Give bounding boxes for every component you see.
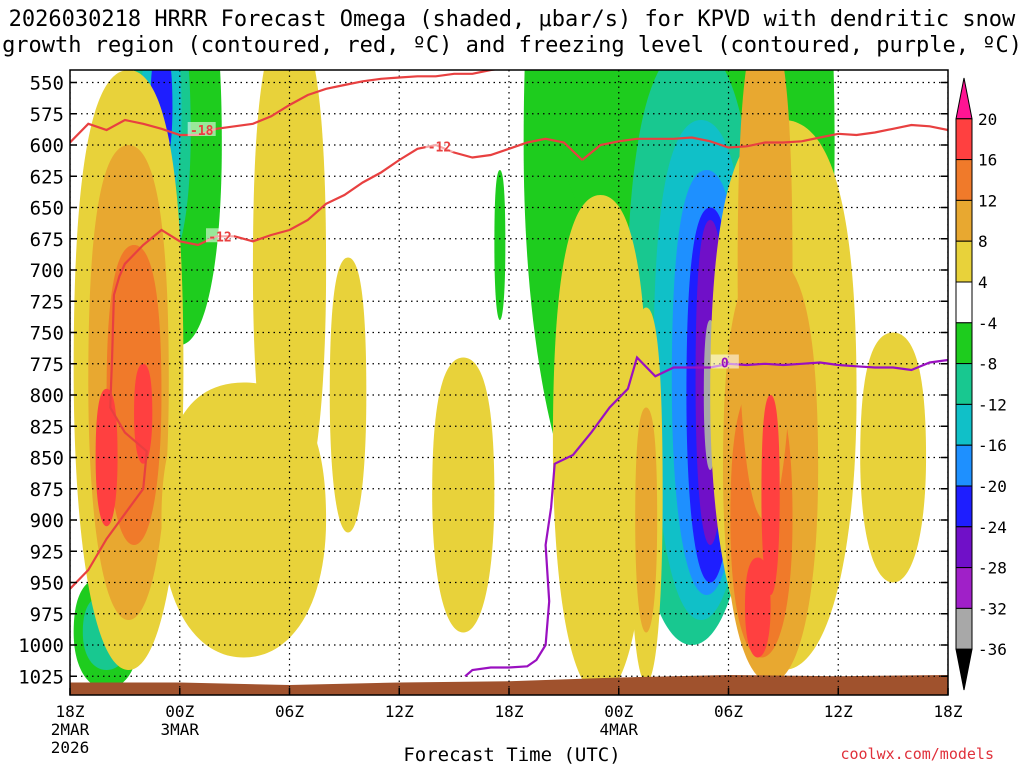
omega-shade-region <box>161 382 327 658</box>
colorbar-bin <box>955 526 973 569</box>
omega-shade-region <box>432 357 495 633</box>
contour-label-bg <box>187 122 216 136</box>
colorbar-label: -24 <box>978 518 1007 537</box>
colorbar-bin <box>955 159 973 201</box>
omega-shade-region <box>106 245 162 545</box>
contour-label: -12 <box>208 230 231 245</box>
y-tick-label: 675 <box>30 229 64 251</box>
y-tick-label: 575 <box>30 104 64 126</box>
y-tick-label: 975 <box>30 604 64 626</box>
omega-shade-region <box>329 257 367 533</box>
chart-title-line2: growth region (contoured, red, ºC) and f… <box>2 33 1022 58</box>
colorbar-label: -28 <box>978 559 1007 578</box>
y-tick-label: 850 <box>30 448 64 470</box>
x-tick-label: 06Z <box>275 702 304 721</box>
colorbar-cap-top <box>955 77 973 120</box>
colorbar-label: 8 <box>978 232 988 251</box>
y-tick-label: 600 <box>30 135 64 157</box>
colorbar-label: -12 <box>978 395 1007 414</box>
y-tick-label: 950 <box>30 573 64 595</box>
colorbar-bin <box>955 567 973 609</box>
contour-dgz_upper_-18C <box>70 70 499 144</box>
contour-label-bg <box>710 354 739 369</box>
contour-dgz_-12C <box>70 137 583 590</box>
y-tick-label: 900 <box>30 510 64 532</box>
contour-label-bg <box>425 138 454 153</box>
x-tick-date: 2MAR <box>51 720 90 739</box>
colorbar-label: -36 <box>978 640 1007 659</box>
colorbar-bin <box>955 322 973 365</box>
omega-shade-region <box>95 388 118 527</box>
x-tick-label: 12Z <box>824 702 853 721</box>
y-tick-label: 800 <box>30 385 64 407</box>
x-tick-year: 2026 <box>51 738 90 757</box>
contour-label-bg <box>205 228 234 243</box>
y-tick-label: 775 <box>30 354 64 376</box>
x-tick-label: 12Z <box>385 702 414 721</box>
y-tick-label: 1000 <box>18 635 64 657</box>
colorbar-label: 20 <box>978 110 997 129</box>
colorbar-label: -32 <box>978 599 1007 618</box>
colorbar-label: 12 <box>978 191 997 210</box>
y-tick-label: 625 <box>30 166 64 188</box>
omega-shade-region <box>552 195 649 695</box>
x-tick-label: 06Z <box>714 702 743 721</box>
x-tick-label: 18Z <box>495 702 524 721</box>
colorbar-bin <box>955 118 973 161</box>
y-tick-label: 550 <box>30 73 64 95</box>
colorbar-bin <box>955 363 973 405</box>
y-tick-label: 750 <box>30 323 64 345</box>
colorbar-label: -4 <box>978 314 997 333</box>
colorbar-label: -20 <box>978 477 1007 496</box>
contour-dgz_upper_-18C_b <box>581 123 948 161</box>
x-tick-label: 00Z <box>604 702 633 721</box>
x-axis-label: Forecast Time (UTC) <box>403 744 621 766</box>
colorbar-label: 16 <box>978 151 997 170</box>
y-tick-label: 650 <box>30 198 64 220</box>
omega-shade-region <box>134 363 153 464</box>
omega-shade-region <box>761 395 780 595</box>
x-tick-date: 4MAR <box>599 720 638 739</box>
contour-label: -18 <box>190 124 214 139</box>
omega-shade-region <box>737 70 793 520</box>
colorbar-bin <box>955 403 973 446</box>
contour-label: 0 <box>721 357 729 372</box>
x-tick-label: 00Z <box>165 702 194 721</box>
contour-label: -12 <box>428 140 451 155</box>
colorbar-bin <box>955 444 973 487</box>
x-tick-label: 18Z <box>934 702 963 721</box>
colorbar-label: 4 <box>978 273 988 292</box>
colorbar-bin <box>955 240 973 283</box>
y-tick-label: 875 <box>30 479 64 501</box>
omega-shade-region <box>494 170 506 320</box>
x-tick-date: 3MAR <box>160 720 199 739</box>
colorbar-bin <box>955 607 973 650</box>
y-tick-label: 725 <box>30 291 64 313</box>
colorbar-bin <box>955 485 973 528</box>
colorbar-bin <box>955 199 973 242</box>
y-tick-label: 1025 <box>18 666 64 688</box>
y-tick-label: 825 <box>30 416 64 438</box>
colorbar-label: -16 <box>978 436 1007 455</box>
chart-title-line1: 2026030218 HRRR Forecast Omega (shaded, … <box>8 7 1016 32</box>
colorbar-label: -8 <box>978 355 997 374</box>
omega-shade-region <box>860 332 927 583</box>
x-tick-label: 18Z <box>56 702 85 721</box>
contour-freezing_level_0C <box>464 355 948 678</box>
credit-link[interactable]: coolwx.com/models <box>840 745 994 763</box>
omega-shade-region <box>635 407 658 633</box>
y-tick-label: 700 <box>30 260 64 282</box>
colorbar-cap-bottom <box>955 648 973 691</box>
colorbar-bin <box>955 281 973 324</box>
y-tick-label: 925 <box>30 541 64 563</box>
